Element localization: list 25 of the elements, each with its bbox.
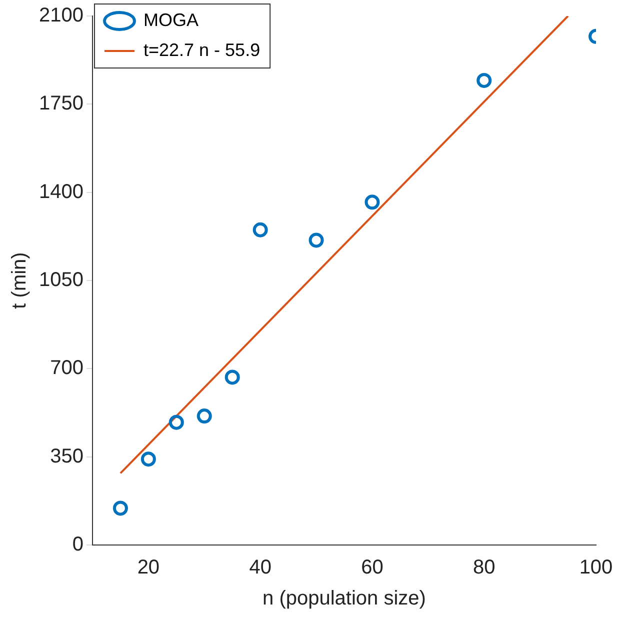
y-tick-label: 700: [50, 357, 84, 380]
y-tick-label: 1050: [38, 269, 84, 292]
y-tick-label: 2100: [38, 4, 84, 27]
point: [476, 72, 492, 88]
point: [140, 452, 156, 467]
y-tick-label: 0: [72, 534, 84, 556]
point: [112, 500, 128, 516]
point: [308, 232, 324, 248]
x-tick-label: 100: [579, 556, 613, 579]
x-axis-title: n (population size): [262, 588, 426, 610]
point: [168, 414, 184, 430]
legend-label: MOGA: [143, 10, 199, 30]
point: [364, 194, 380, 210]
legend-label: t=22.7 n - 55.9: [143, 40, 260, 60]
x-tick-label: 80: [472, 556, 496, 579]
y-tick-label: 1400: [38, 180, 84, 203]
point: [252, 222, 268, 238]
x-tick-label: 60: [361, 556, 384, 579]
y-axis-title: t (min): [8, 252, 31, 309]
point: [224, 370, 240, 385]
x-tick-label: 40: [249, 556, 272, 579]
y-tick-label: 1750: [38, 92, 84, 115]
y-tick-label: 350: [50, 445, 84, 468]
x-tick-label: 20: [137, 556, 160, 579]
point: [196, 408, 212, 424]
